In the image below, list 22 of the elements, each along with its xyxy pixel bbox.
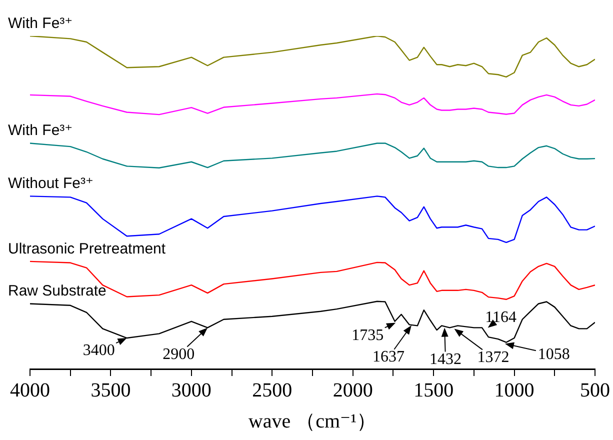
x-tick-label: 1000	[494, 379, 534, 402]
x-tick-label: 1500	[414, 379, 454, 402]
annotation: 1432	[430, 350, 462, 368]
series-label: With Fe³⁺	[8, 122, 73, 140]
annotation: 2900	[162, 346, 195, 363]
series-label: Ultrasonic Pretreatment	[8, 240, 166, 258]
annotation: 1637	[372, 348, 404, 366]
annotation: 3400	[82, 342, 115, 360]
series-label: With Fe³⁺	[8, 15, 73, 32]
annotation: 1058	[538, 346, 570, 363]
x-tick-label: 500	[580, 379, 610, 402]
annotation: 1735	[352, 326, 384, 344]
x-tick-label: 4000	[10, 379, 50, 402]
x-tick-label: 3000	[171, 379, 212, 402]
x-tick-label: 2000	[332, 379, 373, 402]
x-axis-title: wave （cm⁻¹）	[248, 410, 377, 432]
x-tick-label: 3500	[90, 379, 131, 402]
series-label: Without Fe³⁺	[8, 175, 94, 192]
series-label: Raw Substrate	[8, 282, 106, 300]
annotation: 1372	[477, 348, 510, 366]
x-tick-label: 2500	[252, 379, 292, 402]
annotation: 1164	[485, 308, 517, 326]
